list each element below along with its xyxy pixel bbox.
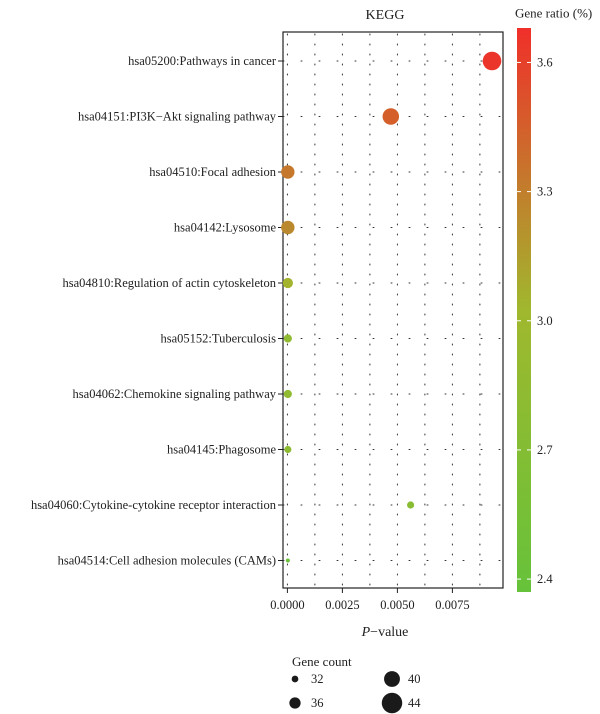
x-axis-label-italic: P	[361, 625, 371, 640]
data-point	[407, 501, 415, 509]
size-legend-label: 36	[311, 696, 324, 710]
x-axis-tick-label: 0.0025	[325, 598, 359, 612]
color-legend-bar	[517, 28, 531, 592]
size-legend-label: 32	[311, 672, 324, 686]
data-points	[281, 51, 502, 563]
y-axis-tick-labels: hsa05200:Pathways in cancer hsa04151:PI3K…	[31, 54, 283, 568]
data-point	[283, 389, 292, 399]
x-axis-tick-label: 0.0075	[435, 598, 469, 612]
data-point	[482, 51, 502, 71]
y-axis-tick-label: hsa04062:Chemokine signaling pathway	[73, 387, 277, 401]
y-axis-tick-label: hsa04145:Phagosome	[167, 443, 276, 457]
y-axis-tick-label: hsa04060:Cytokine-cytokine receptor inte…	[31, 498, 277, 512]
x-axis-label: P−value	[361, 625, 409, 640]
size-legend-symbol	[381, 692, 403, 714]
data-point	[382, 108, 400, 125]
color-legend-tick-label: 3.0	[537, 314, 553, 328]
x-axis-tick-labels: 0.0000 0.0025 0.0050 0.0075	[270, 588, 470, 612]
y-axis-tick-label: hsa04510:Focal adhesion	[149, 165, 276, 179]
data-point	[285, 558, 290, 563]
x-axis-tick-label: 0.0000	[270, 598, 304, 612]
size-legend-symbol	[384, 671, 400, 687]
y-axis-tick-label: hsa05200:Pathways in cancer	[128, 54, 277, 68]
size-legend: 32 36 40 44	[289, 671, 421, 714]
data-point	[283, 334, 292, 343]
chart-title: KEGG	[366, 8, 405, 23]
color-legend-title: Gene ratio (%)	[515, 6, 592, 21]
size-legend-title: Gene count	[292, 654, 352, 669]
grid-lines	[282, 33, 504, 587]
size-legend-label: 40	[408, 672, 421, 686]
y-axis-tick-label: hsa04142:Lysosome	[174, 221, 277, 235]
x-axis-label-rest: −value	[370, 625, 408, 640]
y-axis-tick-label: hsa05152:Tuberculosis	[160, 332, 276, 346]
plot-panel	[282, 31, 504, 589]
data-point	[282, 277, 293, 289]
data-point	[281, 165, 295, 179]
color-legend-tick-label: 3.6	[537, 55, 553, 69]
color-legend-tick-label: 2.4	[537, 572, 553, 586]
color-legend-tick-label: 2.7	[537, 443, 553, 457]
y-axis-tick-label: hsa04810:Regulation of actin cytoskeleto…	[63, 276, 277, 290]
size-legend-label: 44	[408, 696, 421, 710]
x-axis-tick-label: 0.0050	[380, 598, 414, 612]
color-legend-ticks: 3.6 3.3 3.0 2.7 2.4	[517, 55, 553, 586]
data-point	[281, 220, 295, 235]
y-axis-tick-label: hsa04151:PI3K−Akt signaling pathway	[78, 110, 277, 124]
y-axis-tick-label: hsa04514:Cell adhesion molecules (CAMs)	[58, 554, 276, 568]
size-legend-symbol	[289, 697, 301, 709]
data-point	[284, 445, 292, 454]
size-legend-symbol	[291, 675, 299, 683]
color-legend-tick-label: 3.3	[537, 185, 553, 199]
